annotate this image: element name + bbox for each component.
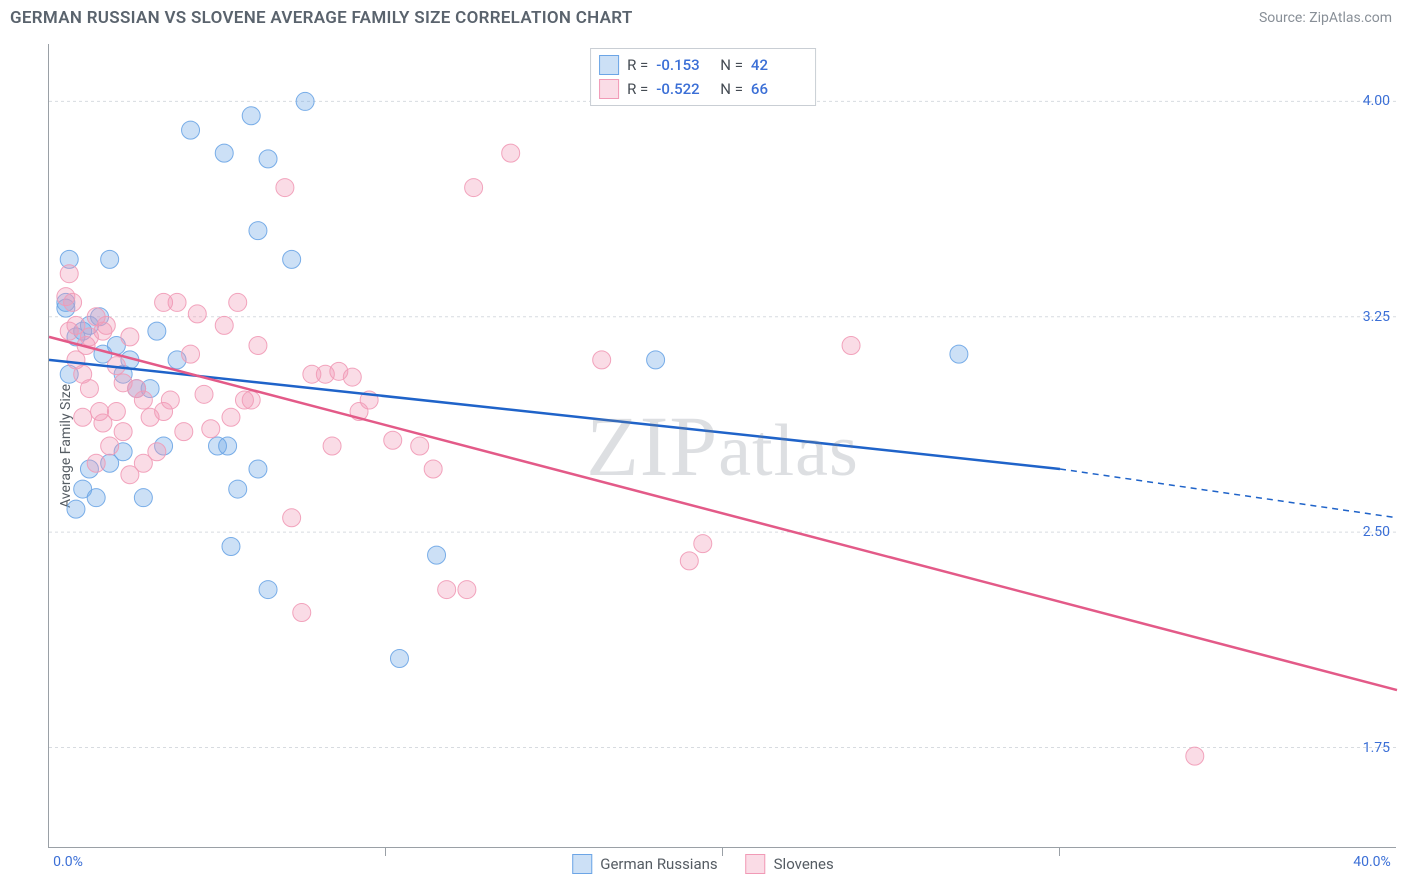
data-point-series-0 [242,107,260,125]
r-value: -0.153 [656,56,712,74]
data-point-series-1 [593,351,611,369]
data-point-series-0 [283,250,301,268]
x-tick-label-max: 40.0% [1353,854,1391,870]
data-point-series-0 [182,121,200,139]
data-point-series-1 [438,581,456,599]
data-point-series-1 [182,345,200,363]
data-point-series-1 [283,509,301,527]
plot-svg [49,44,1397,848]
series-legend: German Russians Slovenes [572,854,834,874]
data-point-series-1 [101,437,119,455]
n-label: N = [720,80,743,98]
data-point-series-1 [97,316,115,334]
x-tick-mark [1059,848,1060,856]
data-point-series-0 [222,538,240,556]
data-point-series-1 [424,460,442,478]
data-point-series-0 [229,480,247,498]
y-tick-label: 2.50 [1363,524,1390,540]
data-point-series-0 [101,250,119,268]
swatch-icon [599,55,619,75]
data-point-series-1 [175,423,193,441]
data-point-series-1 [114,423,132,441]
data-point-series-1 [60,265,78,283]
n-value: 66 [751,80,807,98]
data-point-series-1 [502,144,520,162]
data-point-series-0 [259,150,277,168]
n-value: 42 [751,56,807,74]
chart-title: GERMAN RUSSIAN VS SLOVENE AVERAGE FAMILY… [10,8,633,28]
data-point-series-0 [950,345,968,363]
data-point-series-1 [293,604,311,622]
data-point-series-0 [259,581,277,599]
data-point-series-1 [680,552,698,570]
correlation-legend: R = -0.153 N = 42 R = -0.522 N = 66 [590,48,816,106]
data-point-series-0 [87,489,105,507]
x-tick-mark [385,848,386,856]
x-tick-label-min: 0.0% [53,854,83,870]
data-point-series-1 [276,179,294,197]
n-label: N = [720,56,743,74]
data-point-series-1 [384,431,402,449]
legend-row-series-1: R = -0.522 N = 66 [599,77,807,101]
data-point-series-1 [195,385,213,403]
data-point-series-0 [296,92,314,110]
legend-item-0: German Russians [572,854,717,874]
trendline-extrapolation-series-0 [1060,469,1397,518]
data-point-series-0 [647,351,665,369]
r-label: R = [627,56,648,74]
data-point-series-1 [1186,747,1204,765]
data-point-series-1 [222,408,240,426]
data-point-series-1 [694,535,712,553]
swatch-icon [746,854,766,874]
data-point-series-1 [134,391,152,409]
data-point-series-0 [249,460,267,478]
data-point-series-1 [411,437,429,455]
chart-area: ZIPatlas [48,44,1396,848]
legend-item-1: Slovenes [746,854,834,874]
data-point-series-1 [842,337,860,355]
data-point-series-1 [215,316,233,334]
series-name: Slovenes [774,855,834,873]
data-point-series-0 [390,649,408,667]
data-point-series-1 [242,391,260,409]
data-point-series-1 [148,443,166,461]
data-point-series-1 [107,403,125,421]
swatch-icon [599,79,619,99]
legend-row-series-0: R = -0.153 N = 42 [599,53,807,77]
data-point-series-1 [87,454,105,472]
data-point-series-0 [249,222,267,240]
r-value: -0.522 [656,80,712,98]
data-point-series-1 [168,293,186,311]
data-point-series-1 [458,581,476,599]
source-text: Source: ZipAtlas.com [1259,10,1392,26]
data-point-series-0 [148,322,166,340]
data-point-series-1 [121,328,139,346]
data-point-series-1 [80,380,98,398]
y-tick-label: 4.00 [1363,93,1390,109]
series-name: German Russians [600,855,717,873]
data-point-series-1 [161,391,179,409]
data-point-series-1 [188,305,206,323]
data-point-series-0 [67,500,85,518]
trendline-series-1 [49,337,1397,690]
data-point-series-1 [249,337,267,355]
data-point-series-0 [219,437,237,455]
data-point-series-1 [323,437,341,455]
swatch-icon [572,854,592,874]
r-label: R = [627,80,648,98]
y-tick-label: 1.75 [1363,740,1390,756]
y-tick-label: 3.25 [1363,309,1390,325]
x-tick-mark [722,848,723,856]
data-point-series-0 [134,489,152,507]
data-point-series-1 [74,408,92,426]
data-point-series-0 [215,144,233,162]
data-point-series-1 [202,420,220,438]
data-point-series-1 [343,368,361,386]
data-point-series-0 [428,546,446,564]
data-point-series-1 [229,293,247,311]
data-point-series-1 [64,293,82,311]
data-point-series-1 [465,179,483,197]
